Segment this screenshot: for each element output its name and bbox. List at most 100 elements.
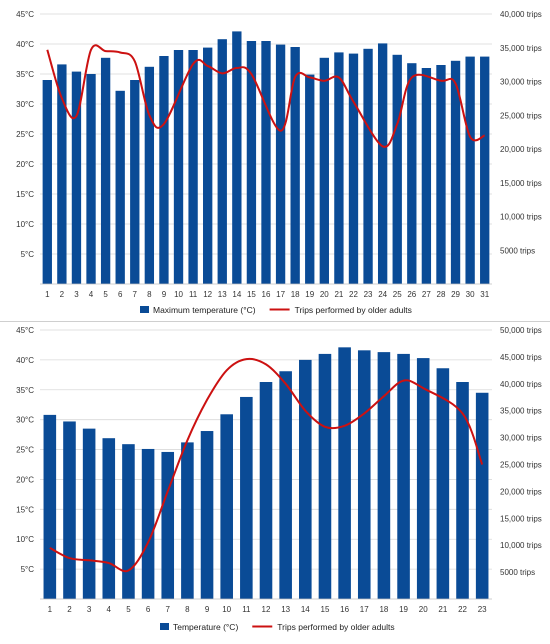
bottom-x-tick-label: 20 (419, 605, 428, 614)
bottom-bar (475, 392, 489, 599)
top-x-tick-label: 30 (466, 290, 475, 299)
bottom-bar (102, 438, 116, 599)
top-right-tick-label: 5000 trips (500, 246, 535, 255)
bottom-left-tick-label: 5°C (21, 565, 35, 574)
top-left-tick-label: 10°C (16, 220, 34, 229)
bottom-x-tick-label: 7 (166, 605, 171, 614)
top-right-tick-label: 15,000 trips (500, 179, 542, 188)
top-trips-line (46, 44, 486, 148)
top-x-tick-label: 11 (189, 290, 198, 299)
bottom-x-tick-label: 11 (242, 605, 251, 614)
bottom-left-tick-label: 35°C (16, 386, 34, 395)
bottom-right-tick-label: 35,000 trips (500, 407, 542, 416)
bottom-bar (397, 353, 410, 599)
bottom-x-tick-label: 17 (360, 605, 369, 614)
bottom-bar (299, 359, 312, 599)
bottom-bar (63, 421, 76, 599)
top-bar (115, 90, 125, 284)
bottom-right-tick-label: 30,000 trips (500, 434, 542, 443)
bottom-left-tick-label: 45°C (16, 326, 34, 335)
chart-top-svg: 5°C 10°C 15°C 20°C 25°C 30°C 35°C 40°C 45°C 5000 … (0, 10, 550, 322)
top-bar (159, 56, 169, 284)
top-legend: Maximum temperature (°C) Trips performed … (140, 305, 412, 315)
top-bar (173, 50, 184, 284)
bottom-right-tick-label: 25,000 trips (500, 461, 542, 470)
top-legend-bar-swatch (140, 306, 149, 313)
chart-top: 5°C 10°C 15°C 20°C 25°C 30°C 35°C 40°C 45°C 5000 … (0, 10, 550, 322)
bottom-x-tick-label: 1 (48, 605, 53, 614)
top-x-tick-label: 25 (393, 290, 402, 299)
bottom-right-tick-label: 5000 trips (500, 568, 535, 577)
top-bar (86, 74, 96, 284)
bottom-bar (279, 371, 292, 599)
top-x-tick-label: 23 (364, 290, 373, 299)
top-x-tick-label: 7 (133, 290, 138, 299)
bottom-x-tick-label: 14 (301, 605, 310, 614)
bottom-bar (43, 414, 57, 599)
top-x-tick-label: 8 (147, 290, 152, 299)
bottom-right-tick-label: 15,000 trips (500, 514, 542, 523)
bottom-bar (338, 347, 351, 599)
bottom-x-tick-label: 5 (126, 605, 131, 614)
top-x-tick-label: 10 (174, 290, 183, 299)
top-right-tick-label: 40,000 trips (500, 10, 542, 19)
top-bar (290, 47, 300, 284)
bottom-legend-bar-swatch (160, 623, 169, 630)
bottom-right-tick-label: 10,000 trips (500, 541, 542, 550)
top-x-tick-label: 28 (437, 290, 446, 299)
top-bar (232, 31, 242, 285)
top-left-tick-label: 40°C (16, 40, 34, 49)
bottom-left-tick-label: 20°C (16, 475, 34, 484)
bottom-x-tick-label: 4 (107, 605, 112, 614)
top-bar (392, 54, 402, 284)
top-left-tick-label: 30°C (16, 100, 34, 109)
bottom-bar (181, 442, 194, 599)
bottom-x-tick-label: 16 (340, 605, 349, 614)
top-x-tick-label: 27 (422, 290, 431, 299)
bottom-bar (240, 396, 253, 599)
top-x-tick-label: 4 (89, 290, 94, 299)
bottom-x-tick-label: 13 (281, 605, 290, 614)
top-x-tick-label: 13 (218, 290, 227, 299)
bottom-left-tick-label: 10°C (16, 535, 34, 544)
top-bar (130, 80, 140, 284)
bottom-left-tick-label: 25°C (16, 446, 34, 455)
top-bar (465, 56, 475, 284)
bottom-bar (141, 448, 155, 599)
bottom-bar (377, 352, 391, 599)
top-left-tick-label: 25°C (16, 130, 34, 139)
top-x-tick-label: 26 (407, 290, 416, 299)
bottom-bar (259, 382, 273, 599)
bottom-x-tick-label: 21 (438, 605, 447, 614)
top-bar (421, 68, 432, 284)
top-bar (480, 56, 490, 284)
top-x-tick-label: 29 (451, 290, 460, 299)
top-bar (57, 64, 67, 285)
top-bar (246, 41, 257, 284)
bottom-legend-line-label: Trips performed by older adults (277, 622, 394, 632)
top-left-tick-label: 5°C (21, 250, 35, 259)
top-x-tick-label: 9 (162, 290, 167, 299)
top-x-tick-label: 1 (45, 290, 50, 299)
bottom-right-tick-label: 40,000 trips (500, 380, 542, 389)
top-x-tick-label: 14 (232, 290, 241, 299)
top-right-tick-label: 25,000 trips (500, 111, 542, 120)
top-right-tick-label: 30,000 trips (500, 78, 542, 87)
top-bar (363, 48, 373, 284)
bottom-left-tick-label: 15°C (16, 505, 34, 514)
top-left-tick-label: 45°C (16, 10, 34, 19)
bottom-bar (161, 451, 175, 599)
bottom-legend: Temperature (°C) Trips performed by older… (160, 622, 395, 632)
top-bar (261, 41, 271, 284)
top-x-tick-label: 18 (291, 290, 300, 299)
bottom-left-tick-label: 30°C (16, 416, 34, 425)
top-bar (100, 57, 111, 284)
bottom-x-tick-label: 10 (222, 605, 231, 614)
top-left-tick-label: 15°C (16, 190, 34, 199)
top-x-tick-label: 6 (118, 290, 123, 299)
top-legend-line-label: Trips performed by older adults (295, 305, 412, 315)
top-bar (305, 74, 315, 284)
top-right-tick-label: 35,000 trips (500, 44, 542, 53)
top-bar (71, 71, 82, 284)
top-x-tick-label: 31 (480, 290, 489, 299)
